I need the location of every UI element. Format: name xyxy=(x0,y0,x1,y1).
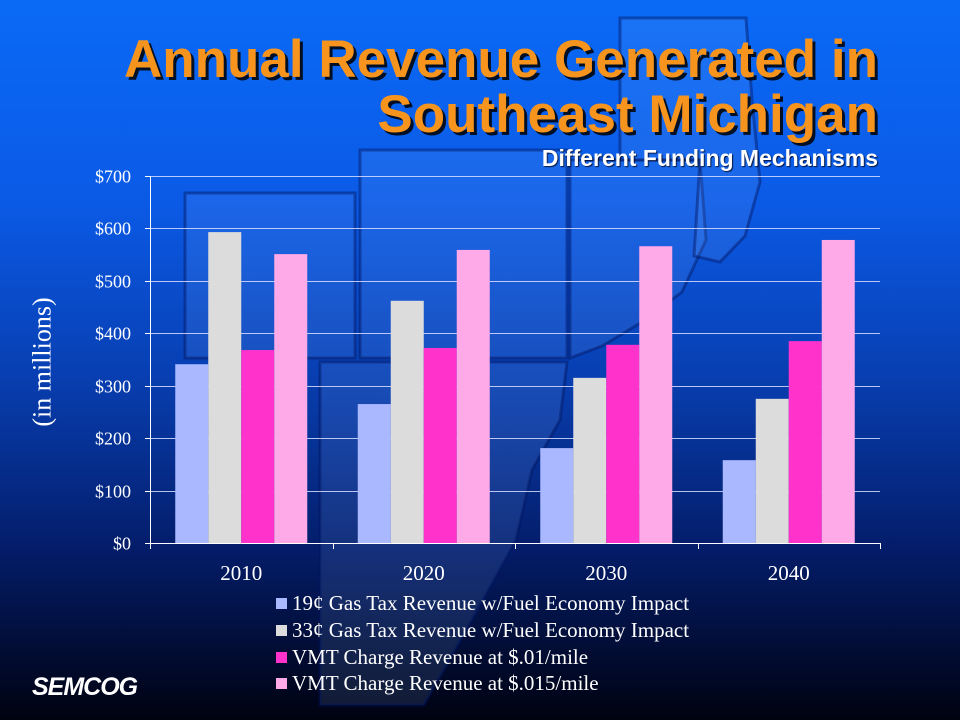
chart-subtitle: Different Funding Mechanisms xyxy=(541,145,878,171)
bar-series-1-2040 xyxy=(722,460,756,543)
bar-series-4-2030 xyxy=(639,246,673,543)
x-tick-label: 2020 xyxy=(403,561,445,585)
bar-series-4-2010 xyxy=(274,254,308,543)
legend-item: 33¢ Gas Tax Revenue w/Fuel Economy Impac… xyxy=(276,618,689,642)
bar-series-1-2020 xyxy=(357,404,391,543)
chart-title-line-1: Annual Revenue Generated in xyxy=(124,30,878,89)
bar-series-2-2030 xyxy=(573,377,607,543)
legend-item: 19¢ Gas Tax Revenue w/Fuel Economy Impac… xyxy=(276,591,689,615)
bar-series-3-2040 xyxy=(788,341,822,543)
bar-series-4-2040 xyxy=(821,239,855,543)
y-tick-label: $600 xyxy=(95,219,131,239)
map-county-shape xyxy=(618,16,762,264)
bar-series-3-2020 xyxy=(423,347,457,543)
y-tick-label: $200 xyxy=(95,429,131,449)
y-tick-label: $500 xyxy=(95,272,131,292)
x-tick-label: 2030 xyxy=(585,561,627,585)
bar-series-1-2030 xyxy=(540,448,574,543)
bar-series-3-2010 xyxy=(241,350,275,543)
legend-label: VMT Charge Revenue at $.01/mile xyxy=(292,645,588,669)
legend-swatch xyxy=(276,652,287,663)
y-tick-label: $300 xyxy=(95,377,131,397)
legend-label: 33¢ Gas Tax Revenue w/Fuel Economy Impac… xyxy=(292,618,689,642)
bar-series-2-2010 xyxy=(208,232,242,543)
y-axis-title: (in millions) xyxy=(28,297,57,426)
bars xyxy=(175,232,855,544)
axes: 2010 2020 2030 2040 xyxy=(150,176,881,585)
bar-series-3-2030 xyxy=(606,344,640,543)
bar-series-2-2020 xyxy=(390,300,424,543)
bar-series-4-2020 xyxy=(456,249,490,544)
y-tick-label: $0 xyxy=(113,534,131,554)
gridlines: $0 $100 $200 $300 $400 $500 $600 $700 xyxy=(95,167,880,554)
legend-swatch xyxy=(276,625,287,636)
semcog-logo: SEMCOG xyxy=(32,673,138,701)
x-tick-label: 2040 xyxy=(768,561,810,585)
legend-label: 19¢ Gas Tax Revenue w/Fuel Economy Impac… xyxy=(292,591,689,615)
x-tick-label: 2010 xyxy=(220,561,262,585)
y-tick-label: $700 xyxy=(95,167,131,187)
legend: 19¢ Gas Tax Revenue w/Fuel Economy Impac… xyxy=(276,591,689,695)
chart-title-line-2: Southeast Michigan xyxy=(377,85,878,144)
legend-swatch xyxy=(276,678,287,689)
y-tick-label: $100 xyxy=(95,482,131,502)
bar-series-2-2040 xyxy=(755,398,789,543)
legend-item: VMT Charge Revenue at $.015/mile xyxy=(276,671,599,695)
legend-label: VMT Charge Revenue at $.015/mile xyxy=(292,671,599,695)
y-tick-label: $400 xyxy=(95,324,131,344)
chart-title: Annual Revenue Generated in Southeast Mi… xyxy=(124,32,878,142)
bar-series-1-2010 xyxy=(175,364,209,543)
legend-swatch xyxy=(276,598,287,609)
legend-item: VMT Charge Revenue at $.01/mile xyxy=(276,645,588,669)
